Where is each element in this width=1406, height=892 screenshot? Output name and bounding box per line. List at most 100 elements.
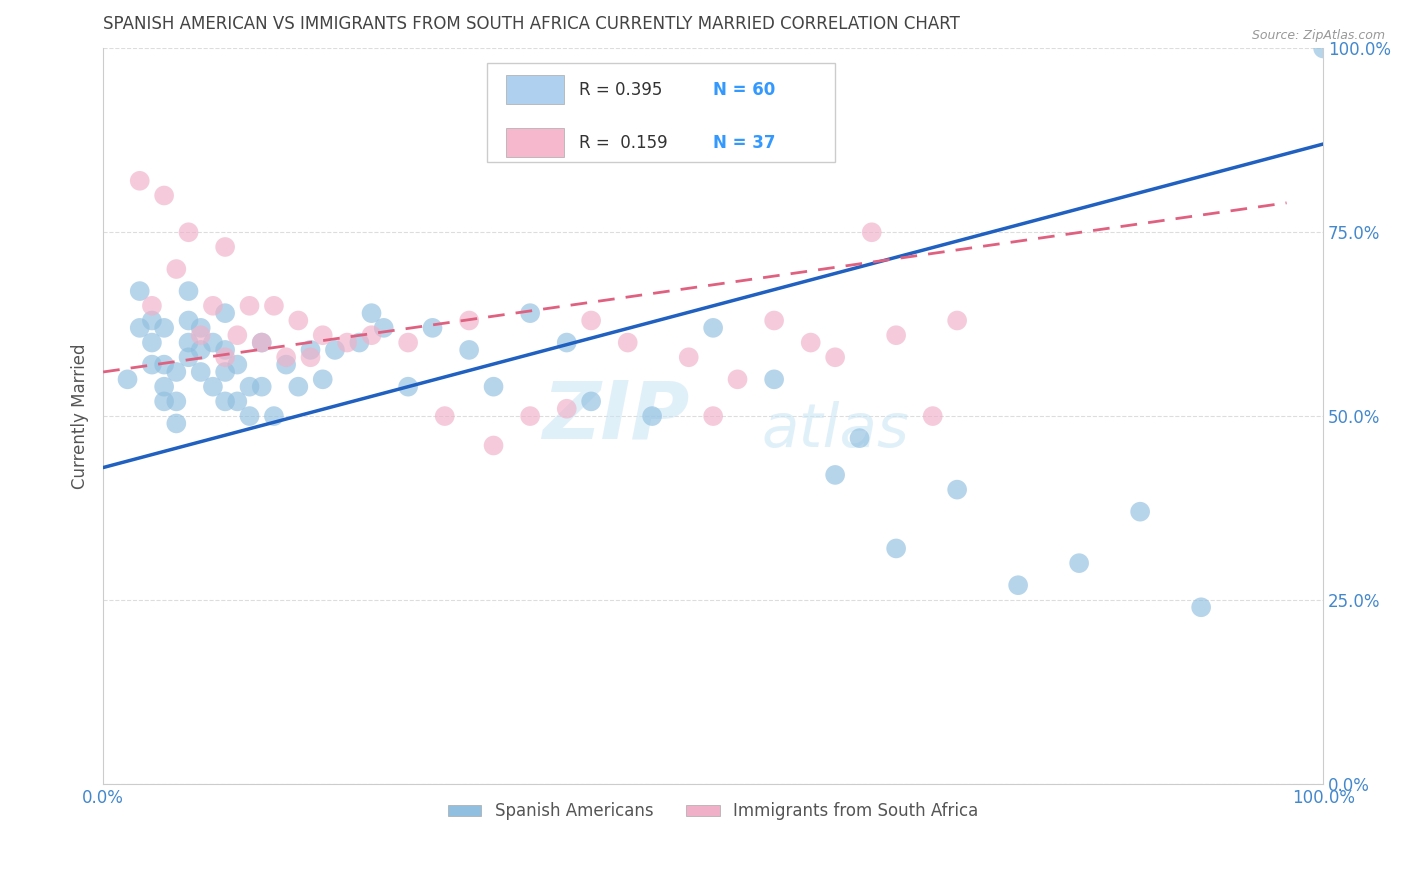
Bar (506, 128, 564, 157)
Point (884, 328, 907, 343)
Point (263, 409, 285, 423)
Point (177, 351, 200, 365)
Point (312, 372, 335, 386)
Text: SPANISH AMERICAN VS IMMIGRANTS FROM SOUTH AFRICA CURRENTLY MARRIED CORRELATION C: SPANISH AMERICAN VS IMMIGRANTS FROM SOUT… (103, 15, 960, 33)
Point (824, 351, 846, 365)
Point (763, 313, 786, 327)
Point (214, 343, 236, 357)
Text: Source: ZipAtlas.com: Source: ZipAtlas.com (1251, 29, 1385, 42)
Point (555, 401, 578, 416)
Point (214, 394, 236, 409)
Text: ZIP: ZIP (541, 377, 689, 455)
Point (323, 343, 346, 357)
Point (128, 321, 150, 335)
Point (482, 379, 505, 393)
Point (276, 358, 298, 372)
Point (165, 417, 187, 431)
Point (226, 394, 249, 409)
Legend: Spanish Americans, Immigrants from South Africa: Spanish Americans, Immigrants from South… (441, 796, 986, 827)
Point (153, 358, 176, 372)
Point (153, 188, 176, 202)
Point (201, 299, 224, 313)
Point (946, 313, 969, 327)
Point (422, 321, 444, 335)
Point (226, 358, 249, 372)
Point (214, 365, 236, 379)
Point (579, 394, 602, 409)
Point (299, 343, 322, 357)
Point (482, 438, 505, 452)
Point (263, 299, 285, 313)
Point (360, 328, 382, 343)
Point (519, 306, 541, 320)
Text: N = 37: N = 37 (713, 134, 776, 152)
Point (458, 343, 481, 357)
Point (616, 335, 638, 350)
Point (287, 313, 309, 327)
Point (1189, 600, 1212, 615)
Point (884, 541, 907, 556)
Text: N = 60: N = 60 (713, 80, 775, 99)
Point (165, 394, 187, 409)
Text: atlas: atlas (761, 401, 910, 460)
Point (727, 372, 749, 386)
Point (396, 379, 419, 393)
Point (128, 174, 150, 188)
Point (165, 365, 187, 379)
Point (800, 335, 823, 350)
Point (1007, 578, 1029, 592)
Y-axis label: Currently Married: Currently Married (72, 343, 89, 489)
Point (153, 394, 176, 409)
Point (336, 335, 359, 350)
Point (214, 351, 236, 365)
Point (519, 409, 541, 423)
Point (433, 409, 456, 423)
Point (238, 409, 260, 423)
Point (396, 335, 419, 350)
Point (360, 306, 382, 320)
Point (153, 321, 176, 335)
Point (946, 483, 969, 497)
Point (702, 409, 724, 423)
Point (702, 321, 724, 335)
Point (190, 343, 212, 357)
Point (201, 379, 224, 393)
Point (165, 262, 187, 277)
Point (1312, 41, 1334, 55)
Point (299, 351, 322, 365)
Point (190, 328, 212, 343)
Point (117, 372, 139, 386)
Point (177, 225, 200, 239)
Point (287, 379, 309, 393)
Point (238, 299, 260, 313)
Point (349, 335, 371, 350)
Point (250, 379, 273, 393)
Point (250, 335, 273, 350)
Point (250, 335, 273, 350)
Text: R =  0.159: R = 0.159 (579, 134, 668, 152)
Point (1069, 556, 1091, 570)
Point (214, 306, 236, 320)
Point (128, 284, 150, 298)
Point (238, 379, 260, 393)
Point (458, 313, 481, 327)
Point (763, 372, 786, 386)
Point (177, 313, 200, 327)
FancyBboxPatch shape (488, 63, 835, 162)
Point (848, 431, 870, 445)
Point (860, 225, 883, 239)
Bar (506, 75, 564, 104)
Point (824, 467, 846, 482)
Point (226, 328, 249, 343)
Point (555, 335, 578, 350)
Text: R = 0.395: R = 0.395 (579, 80, 662, 99)
Point (641, 409, 664, 423)
Point (201, 335, 224, 350)
Point (141, 358, 163, 372)
Point (678, 351, 700, 365)
Point (373, 321, 395, 335)
Point (579, 313, 602, 327)
Point (190, 321, 212, 335)
Point (276, 351, 298, 365)
Point (1129, 505, 1152, 519)
